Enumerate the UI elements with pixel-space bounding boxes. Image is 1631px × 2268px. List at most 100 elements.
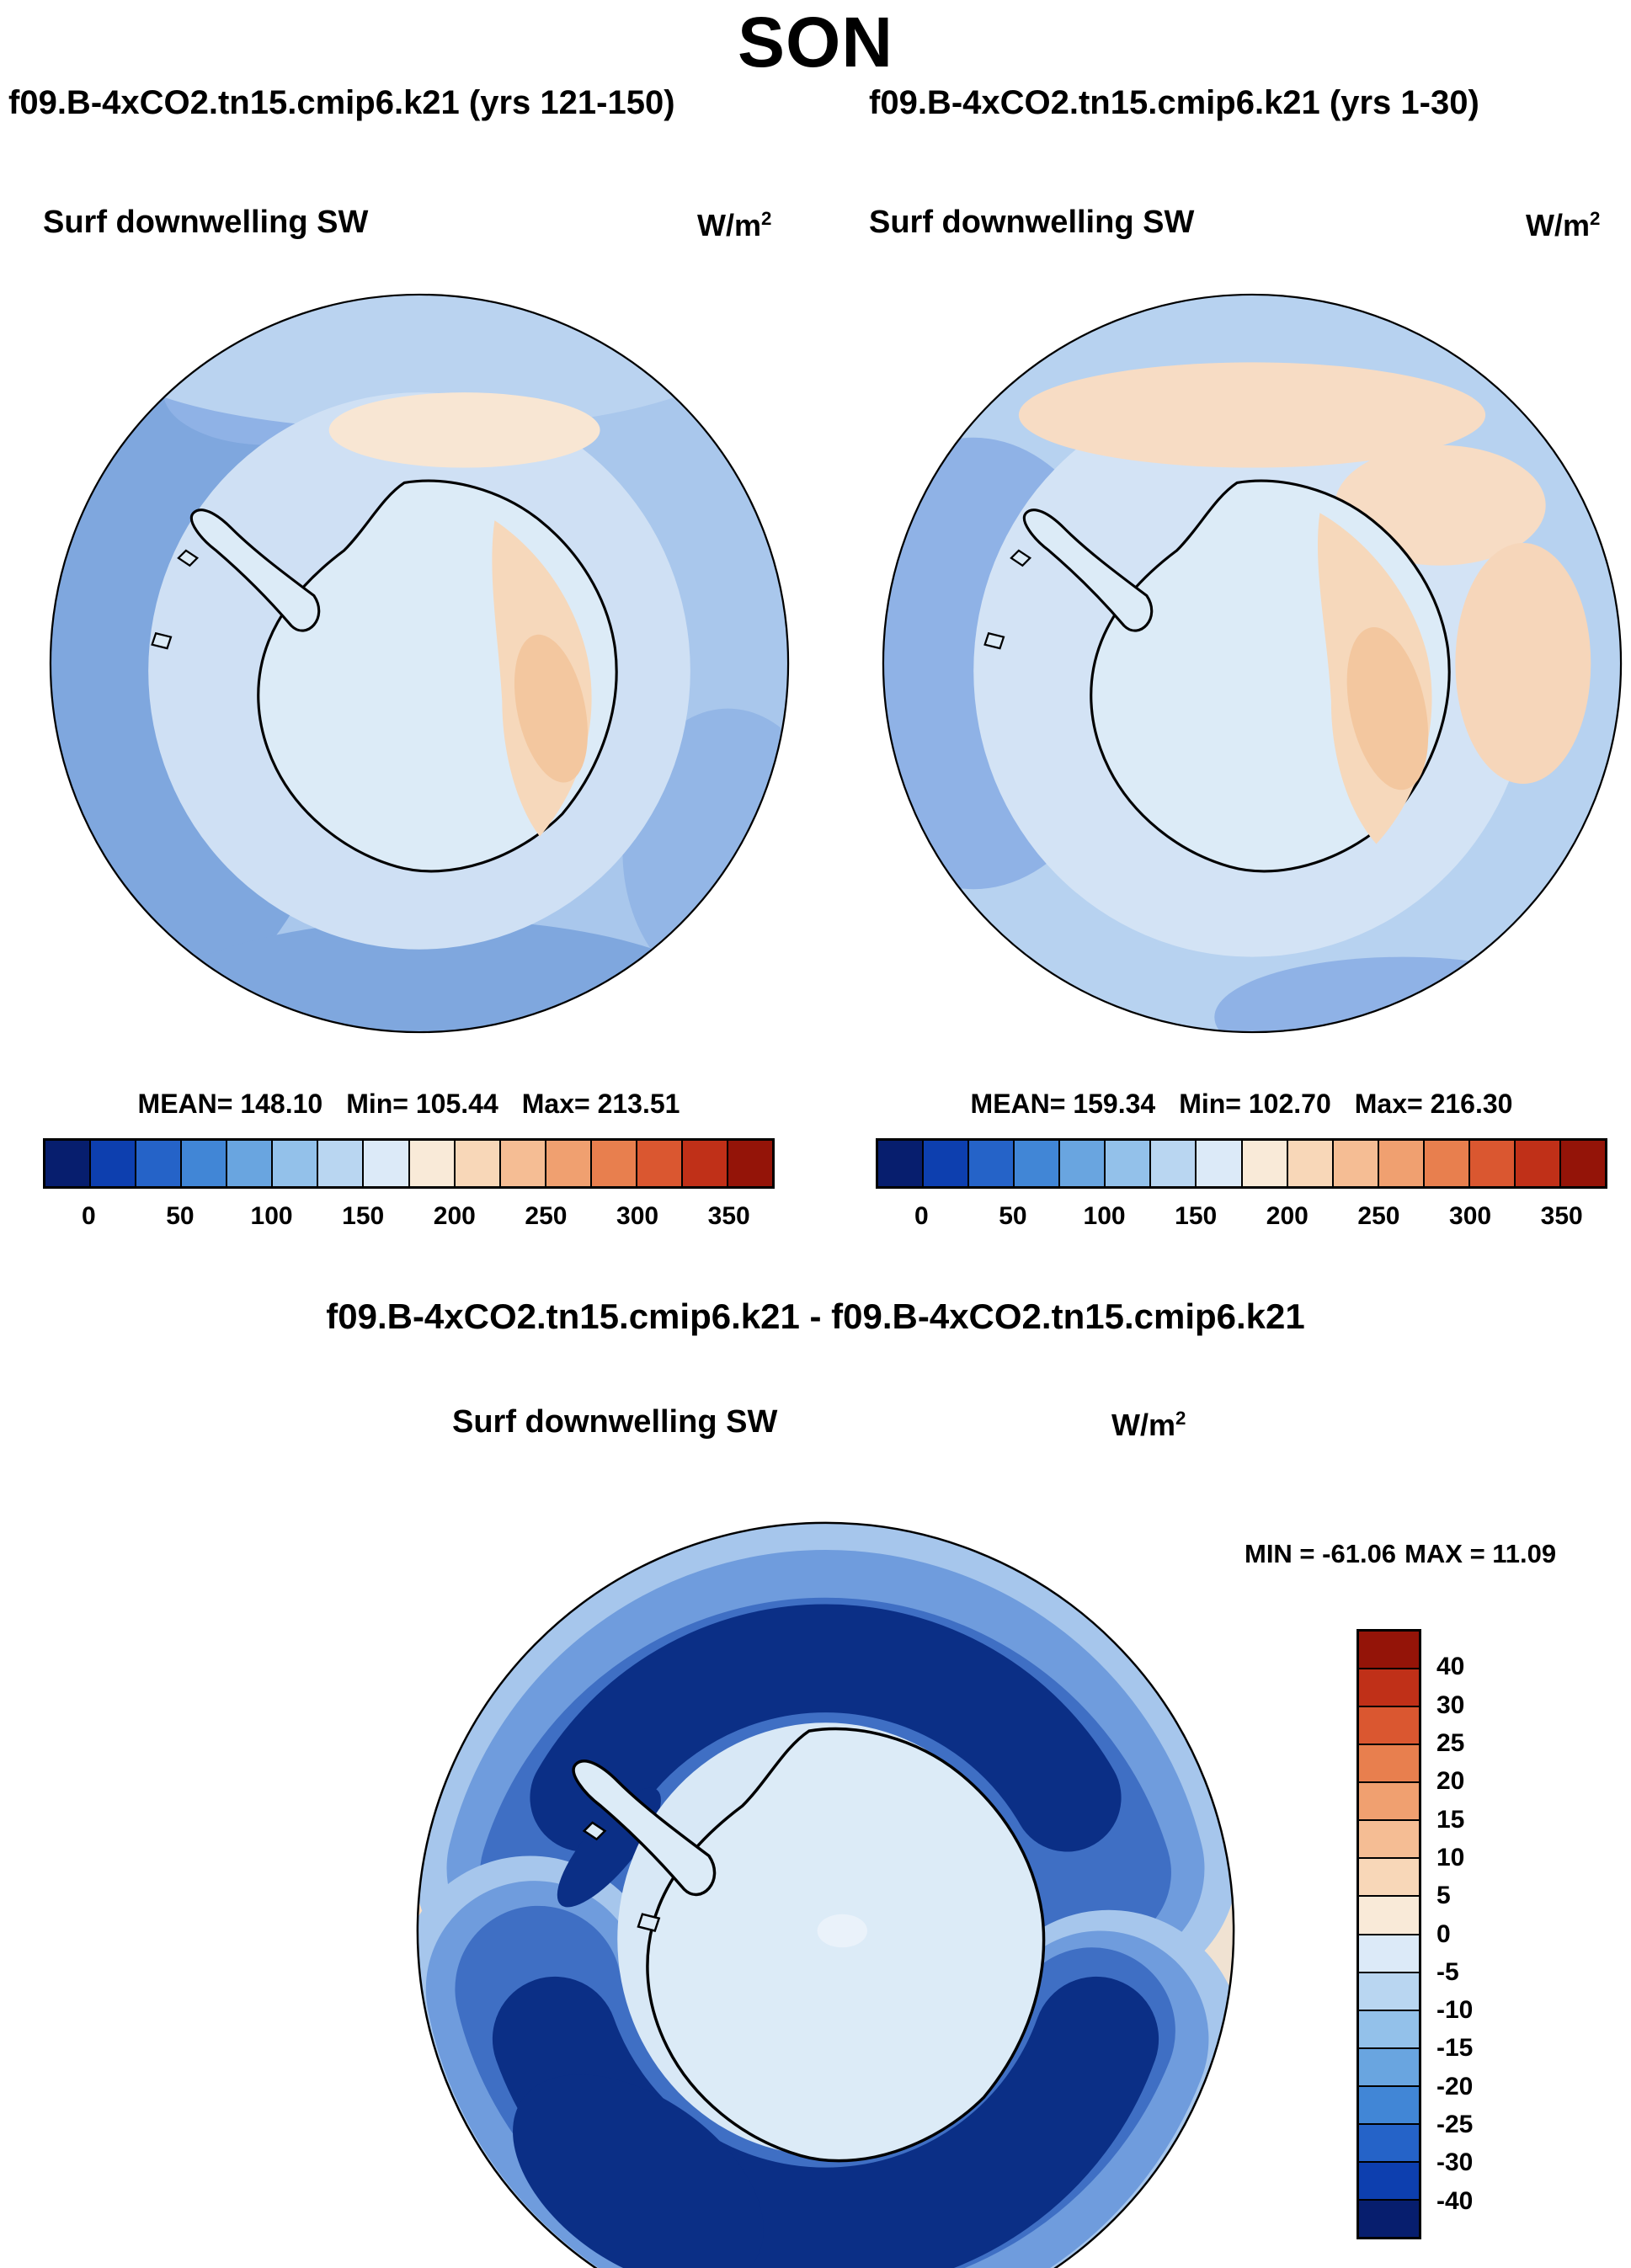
colorbar-cell bbox=[969, 1141, 1014, 1186]
colorbar-cell bbox=[924, 1141, 968, 1186]
stat-min: Min= 105.44 bbox=[346, 1089, 498, 1119]
colorbar-cell bbox=[1359, 1632, 1419, 1669]
colorbar-cell bbox=[1359, 1821, 1419, 1858]
colorbar-cell bbox=[1359, 1973, 1419, 2010]
colorbar-cell bbox=[1359, 1935, 1419, 1972]
polar-map-right bbox=[882, 293, 1623, 1034]
polar-map-diff bbox=[416, 1521, 1235, 2268]
tick-label: 250 bbox=[525, 1202, 568, 1230]
cbar-label: 15 bbox=[1436, 1805, 1465, 1834]
colorbar-cell bbox=[318, 1141, 363, 1186]
diff-colorbar bbox=[1357, 1629, 1421, 2239]
colorbar-cell bbox=[546, 1141, 590, 1186]
stat-mean: MEAN= 148.10 bbox=[137, 1089, 323, 1119]
colorbar-cell bbox=[1015, 1141, 1059, 1186]
colorbar-cell bbox=[878, 1141, 923, 1186]
colorbar-cell bbox=[1359, 2086, 1419, 2123]
cbar-label: 5 bbox=[1436, 1882, 1451, 1910]
tick-label: 250 bbox=[1357, 1202, 1400, 1230]
colorbar-cell bbox=[1515, 1141, 1559, 1186]
panel-header-left: f09.B-4xCO2.tn15.cmip6.k21 (yrs 121-150) bbox=[8, 84, 675, 121]
colorbar-cell bbox=[455, 1141, 499, 1186]
tick-label: 0 bbox=[81, 1202, 96, 1230]
stat-mean: MEAN= 159.34 bbox=[970, 1089, 1156, 1119]
colorbar-cell bbox=[1378, 1141, 1423, 1186]
tick-label: 0 bbox=[914, 1202, 929, 1230]
cbar-label: 10 bbox=[1436, 1843, 1465, 1871]
colorbar-cell bbox=[728, 1141, 772, 1186]
cbar-label: -40 bbox=[1436, 2186, 1474, 2215]
cbar-label: -25 bbox=[1436, 2111, 1474, 2139]
colorbar-cell bbox=[1359, 2010, 1419, 2047]
colorbar-ticks-right: 0 50 100 150 200 250 300 350 bbox=[876, 1202, 1607, 1236]
colorbar-cell bbox=[1359, 2048, 1419, 2085]
colorbar-cell bbox=[1359, 2124, 1419, 2161]
colorbar-cell bbox=[1151, 1141, 1196, 1186]
colorbar-ticks-left: 0 50 100 150 200 250 300 350 bbox=[43, 1202, 775, 1236]
map-difference bbox=[409, 1515, 1242, 2268]
map-yrs-1-30 bbox=[876, 287, 1628, 1040]
tick-label: 100 bbox=[250, 1202, 293, 1230]
diff-minmax: MIN = -61.06 MAX = 11.09 bbox=[1236, 1539, 1556, 1569]
diff-colorbar-labels: 40 30 25 20 15 10 5 0 -5 -10 -15 -20 -25… bbox=[1436, 1629, 1571, 2239]
variable-label-left: Surf downwelling SW bbox=[43, 205, 369, 240]
tick-label: 50 bbox=[999, 1202, 1027, 1230]
diff-max: MAX = 11.09 bbox=[1404, 1539, 1557, 1568]
diff-header: f09.B-4xCO2.tn15.cmip6.k21 - f09.B-4xCO2… bbox=[326, 1296, 1305, 1336]
colorbar-left bbox=[43, 1138, 775, 1189]
colorbar-cell bbox=[227, 1141, 272, 1186]
colorbar-cell bbox=[1359, 2200, 1419, 2237]
stat-max: Max= 216.30 bbox=[1354, 1089, 1513, 1119]
units-label-right: W/m2 bbox=[1526, 208, 1601, 242]
colorbar-cell bbox=[1359, 1783, 1419, 1820]
colorbar-cell bbox=[1060, 1141, 1105, 1186]
colorbar-cell bbox=[1197, 1141, 1241, 1186]
variable-label-right: Surf downwelling SW bbox=[869, 205, 1195, 240]
colorbar-cell bbox=[682, 1141, 727, 1186]
stat-min: Min= 102.70 bbox=[1179, 1089, 1331, 1119]
colorbar-cell bbox=[1359, 1707, 1419, 1744]
tick-label: 50 bbox=[166, 1202, 195, 1230]
tick-label: 300 bbox=[616, 1202, 659, 1230]
colorbar-cell bbox=[136, 1141, 181, 1186]
tick-label: 100 bbox=[1083, 1202, 1126, 1230]
cbar-label: -20 bbox=[1436, 2072, 1474, 2100]
cbar-label: -30 bbox=[1436, 2148, 1474, 2177]
colorbar-cell bbox=[1359, 2162, 1419, 2199]
colorbar-cell bbox=[409, 1141, 454, 1186]
colorbar-cell bbox=[1359, 1745, 1419, 1782]
colorbar-cell bbox=[1359, 1897, 1419, 1934]
colorbar-cell bbox=[1333, 1141, 1378, 1186]
cbar-label: -10 bbox=[1436, 1996, 1474, 2025]
colorbar-cell bbox=[273, 1141, 317, 1186]
cbar-label: 40 bbox=[1436, 1653, 1465, 1681]
figure-title: SON bbox=[737, 3, 894, 82]
stat-max: Max= 213.51 bbox=[521, 1089, 680, 1119]
colorbar-cell bbox=[182, 1141, 227, 1186]
tick-label: 350 bbox=[1540, 1202, 1583, 1230]
cbar-label: 25 bbox=[1436, 1728, 1465, 1757]
tick-label: 200 bbox=[433, 1202, 476, 1230]
tick-label: 150 bbox=[1175, 1202, 1218, 1230]
polar-map-left bbox=[49, 293, 790, 1034]
tick-label: 200 bbox=[1266, 1202, 1309, 1230]
cbar-label: -5 bbox=[1436, 1957, 1459, 1986]
colorbar-cell bbox=[1359, 1859, 1419, 1896]
colorbar-cell bbox=[591, 1141, 636, 1186]
panel-header-right: f09.B-4xCO2.tn15.cmip6.k21 (yrs 1-30) bbox=[869, 84, 1479, 121]
colorbar-cell bbox=[1287, 1141, 1332, 1186]
stats-left: MEAN= 148.10 Min= 105.44 Max= 213.51 bbox=[43, 1089, 775, 1120]
colorbar-cell bbox=[45, 1141, 90, 1186]
tick-label: 300 bbox=[1449, 1202, 1492, 1230]
colorbar-cell bbox=[1469, 1141, 1514, 1186]
map-yrs-121-150 bbox=[43, 287, 796, 1040]
colorbar-cell bbox=[1424, 1141, 1468, 1186]
units-label-left: W/m2 bbox=[697, 208, 772, 242]
colorbar-cell bbox=[91, 1141, 136, 1186]
colorbar-cell bbox=[364, 1141, 408, 1186]
colorbar-cell bbox=[1359, 1669, 1419, 1706]
colorbar-right bbox=[876, 1138, 1607, 1189]
stats-right: MEAN= 159.34 Min= 102.70 Max= 216.30 bbox=[876, 1089, 1607, 1120]
colorbar-cell bbox=[500, 1141, 545, 1186]
